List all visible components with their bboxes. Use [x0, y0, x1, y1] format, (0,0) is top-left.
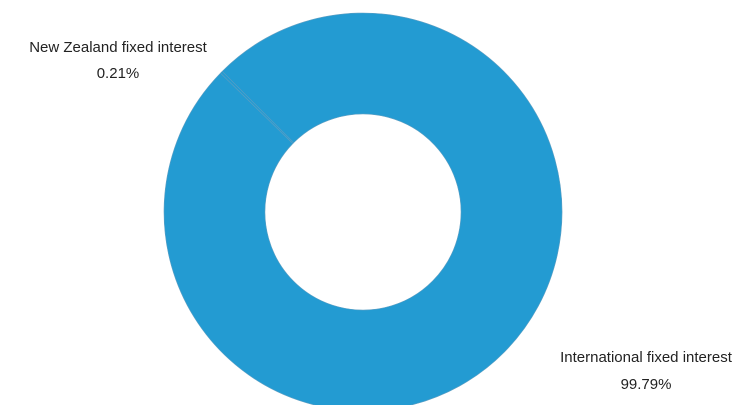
slice-value-new-zealand: 0.21% [97, 65, 140, 82]
slice-label-new-zealand: New Zealand fixed interest [29, 39, 207, 56]
slice-label-international: International fixed interest [560, 349, 733, 366]
donut-slice-international [163, 12, 563, 405]
slice-value-international: 99.79% [621, 376, 672, 393]
donut-slices [163, 12, 563, 405]
